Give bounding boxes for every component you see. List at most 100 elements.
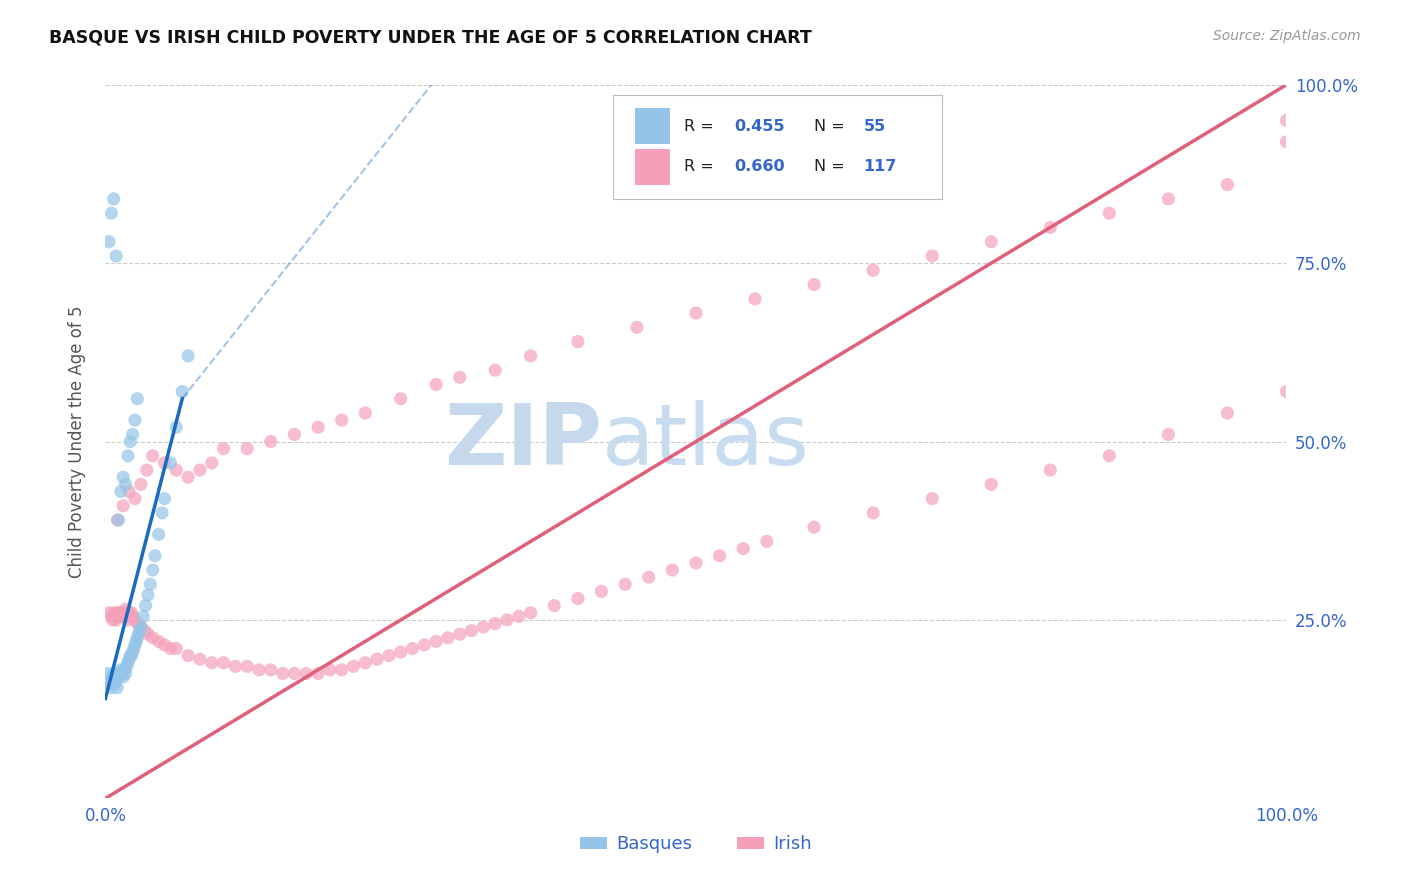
- Point: [685, 556, 707, 570]
- Point: [112, 609, 135, 624]
- Point: [236, 442, 259, 456]
- Point: [803, 277, 825, 292]
- Point: [120, 648, 142, 663]
- Point: [97, 666, 120, 681]
- Point: [172, 384, 194, 399]
- Point: [121, 645, 143, 659]
- Point: [177, 470, 200, 484]
- Point: [112, 670, 135, 684]
- Point: [567, 334, 589, 349]
- Point: [247, 663, 270, 677]
- Text: 55: 55: [863, 119, 886, 134]
- Point: [148, 527, 170, 541]
- Point: [389, 392, 412, 406]
- Point: [142, 563, 165, 577]
- Point: [135, 463, 157, 477]
- Point: [153, 638, 176, 652]
- Point: [107, 670, 129, 684]
- Point: [1275, 135, 1298, 149]
- Point: [124, 491, 146, 506]
- Point: [212, 656, 235, 670]
- Point: [260, 663, 283, 677]
- Point: [117, 656, 139, 670]
- Point: [111, 606, 134, 620]
- Point: [1275, 384, 1298, 399]
- Point: [626, 320, 648, 334]
- Point: [114, 477, 136, 491]
- Point: [1098, 449, 1121, 463]
- Point: [112, 499, 135, 513]
- Point: [148, 634, 170, 648]
- Point: [153, 491, 176, 506]
- Point: [128, 627, 150, 641]
- Point: [122, 641, 145, 656]
- Point: [142, 631, 165, 645]
- Point: [104, 609, 127, 624]
- Point: [472, 620, 495, 634]
- Point: [129, 620, 152, 634]
- Text: 0.660: 0.660: [734, 160, 785, 174]
- Point: [1157, 427, 1180, 442]
- Point: [1216, 178, 1239, 192]
- Point: [508, 609, 530, 624]
- Point: [110, 663, 132, 677]
- Point: [98, 673, 121, 688]
- Point: [112, 470, 135, 484]
- Point: [114, 602, 136, 616]
- Point: [118, 484, 141, 499]
- Point: [1098, 206, 1121, 220]
- Point: [1157, 192, 1180, 206]
- Point: [159, 456, 181, 470]
- Point: [127, 631, 149, 645]
- Point: [449, 627, 471, 641]
- Point: [921, 491, 943, 506]
- Point: [142, 449, 165, 463]
- Point: [117, 449, 139, 463]
- Point: [401, 641, 423, 656]
- Legend: Basques, Irish: Basques, Irish: [572, 829, 820, 861]
- Point: [862, 506, 884, 520]
- Point: [165, 641, 187, 656]
- Point: [129, 620, 152, 634]
- Point: [114, 666, 136, 681]
- Point: [153, 456, 176, 470]
- Point: [108, 606, 131, 620]
- Point: [413, 638, 436, 652]
- Text: 117: 117: [863, 160, 897, 174]
- Point: [134, 624, 156, 638]
- Point: [567, 591, 589, 606]
- Point: [591, 584, 613, 599]
- Point: [460, 624, 482, 638]
- Point: [124, 638, 146, 652]
- Point: [101, 613, 124, 627]
- Point: [118, 606, 141, 620]
- Point: [283, 666, 305, 681]
- Text: Source: ZipAtlas.com: Source: ZipAtlas.com: [1213, 29, 1361, 43]
- Point: [212, 442, 235, 456]
- Point: [143, 549, 166, 563]
- Text: 0.455: 0.455: [734, 119, 785, 134]
- Point: [105, 673, 128, 688]
- Point: [980, 477, 1002, 491]
- Point: [803, 520, 825, 534]
- Point: [98, 606, 121, 620]
- Point: [543, 599, 565, 613]
- Point: [105, 681, 128, 695]
- Point: [120, 648, 142, 663]
- Point: [271, 666, 294, 681]
- Point: [132, 609, 155, 624]
- Point: [177, 648, 200, 663]
- Point: [135, 599, 157, 613]
- Point: [128, 624, 150, 638]
- Point: [224, 659, 246, 673]
- Point: [319, 663, 342, 677]
- Point: [260, 434, 283, 449]
- Point: [121, 609, 143, 624]
- Point: [112, 606, 135, 620]
- Point: [1039, 220, 1062, 235]
- Point: [100, 206, 122, 220]
- Point: [307, 420, 329, 434]
- Point: [661, 563, 683, 577]
- Point: [118, 652, 141, 666]
- Point: [105, 613, 128, 627]
